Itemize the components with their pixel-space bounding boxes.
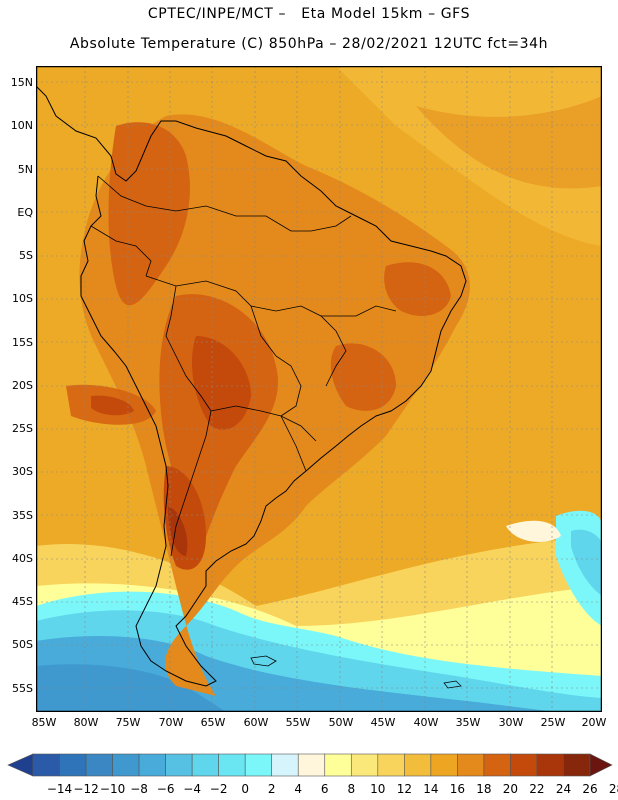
lat-label: 20S (12, 379, 33, 392)
lat-label: 15N (10, 76, 33, 89)
colorbar-label: −2 (209, 782, 228, 796)
colorbar (7, 753, 613, 777)
colorbar-cell (59, 753, 87, 777)
lon-label: 80W (73, 716, 99, 729)
lat-label: 45S (12, 595, 33, 608)
colorbar-label: 22 (529, 782, 545, 796)
lat-label: 40S (12, 552, 33, 565)
colorbar-label: 20 (502, 782, 519, 796)
lat-label: 5N (17, 163, 33, 176)
colorbar-label: −4 (183, 782, 201, 796)
colorbar-cell (138, 753, 166, 777)
colorbar-label: 8 (347, 782, 356, 796)
lon-label: 60W (243, 716, 269, 729)
colorbar-label: 16 (449, 782, 466, 796)
colorbar-label: −12 (73, 782, 99, 796)
colorbar-cell (510, 753, 538, 777)
colorbar-cell (165, 753, 193, 777)
colorbar-cell (536, 753, 564, 777)
colorbar-label: −14 (46, 782, 73, 796)
colorbar-cell (404, 753, 432, 777)
lon-label: 75W (115, 716, 141, 729)
colorbar-label: 10 (370, 782, 386, 796)
lat-label: 25S (12, 422, 33, 435)
lon-label: 55W (285, 716, 311, 729)
coastline (36, 85, 467, 687)
colorbar-label: 18 (476, 782, 492, 796)
lat-label: 35S (12, 509, 33, 522)
colorbar-cell (457, 753, 485, 777)
lat-label: 30S (12, 465, 33, 478)
map-title: CPTEC/INPE/MCT – Eta Model 15km – GFS (147, 6, 471, 22)
colorbar-label: 6 (320, 782, 329, 796)
lat-label: 55S (12, 682, 33, 695)
lon-label: 35W (455, 716, 481, 729)
colorbar-label: 2 (267, 782, 276, 796)
lon-label: 25W (540, 716, 566, 729)
colorbar-cell (563, 753, 591, 777)
colorbar-min-arrow (7, 753, 34, 777)
country-borders (90, 175, 397, 557)
lat-label: 10N (10, 119, 33, 132)
colorbar-label: −8 (130, 782, 148, 796)
lon-label: 65W (200, 716, 226, 729)
colorbar-label: 28 (608, 782, 618, 796)
colorbar-label: 12 (396, 782, 412, 796)
colorbar-cell (85, 753, 113, 777)
colorbar-label: 14 (423, 782, 439, 796)
map-frame (36, 66, 602, 712)
colorbar-label: 26 (582, 782, 598, 796)
lon-label: 40W (413, 716, 439, 729)
lat-label: 15S (12, 336, 33, 349)
colorbar-cell (297, 753, 326, 777)
colorbar-cell (324, 753, 352, 777)
lat-label: 5S (19, 249, 33, 262)
lon-label: 45W (370, 716, 396, 729)
colorbar-cell (32, 753, 60, 777)
colorbar-cell (377, 753, 405, 777)
colorbar-label: 24 (555, 782, 572, 796)
lat-label: 10S (12, 292, 33, 305)
lon-label: 85W (31, 716, 57, 729)
colorbar-label: 0 (241, 782, 250, 796)
lon-label: 50W (328, 716, 354, 729)
temperature-map[interactable] (36, 66, 602, 712)
colorbar-cell (218, 753, 246, 777)
colorbar-label: 4 (294, 782, 303, 796)
lon-label: 30W (498, 716, 524, 729)
lon-label: 70W (158, 716, 184, 729)
map-subtitle: Absolute Temperature (C) 850hPa – 28/02/… (69, 36, 549, 52)
colorbar-cell (191, 753, 219, 777)
colorbar-cell (430, 753, 458, 777)
colorbar-cell (350, 753, 379, 777)
lat-label: EQ (17, 206, 33, 219)
lon-label: 20W (581, 716, 607, 729)
colorbar-label: −6 (156, 782, 175, 796)
colorbar-cell (483, 753, 511, 777)
lat-label: 50S (12, 638, 33, 651)
colorbar-cell (271, 753, 299, 777)
colorbar-cell (112, 753, 140, 777)
colorbar-label: −10 (99, 782, 126, 796)
colorbar-cell (244, 753, 273, 777)
colorbar-max-arrow (589, 753, 613, 777)
